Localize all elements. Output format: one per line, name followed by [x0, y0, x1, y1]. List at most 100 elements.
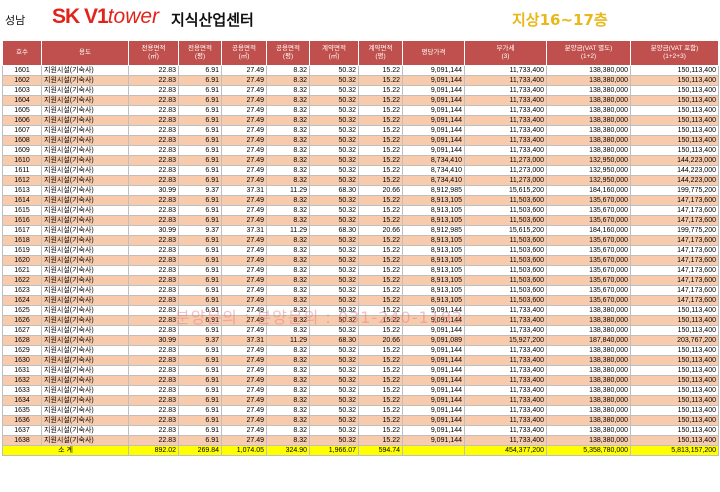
table-cell: 지원시설(기숙사)	[41, 195, 129, 206]
table-cell: 150,113,400	[630, 405, 719, 416]
table-cell: 22.83	[128, 415, 179, 426]
table-cell: 6.91	[178, 285, 222, 296]
table-cell: 8.32	[266, 355, 310, 366]
table-cell: 15.22	[358, 355, 403, 366]
table-cell: 지원시설(기숙사)	[41, 275, 129, 286]
table-cell: 27.49	[221, 405, 267, 416]
table-cell: 27.49	[221, 175, 267, 186]
table-cell: 50.32	[309, 345, 359, 356]
table-cell: 9,091,144	[402, 135, 465, 146]
table-cell: 9,091,144	[402, 385, 465, 396]
table-row: 1608 지원시설(기숙사) 22.83 6.91 27.49 8.32 50.32 15.2…	[2, 135, 719, 146]
table-total-row: 소 계 892.02 269.84 1,074.05 324.90 1,966.07 594…	[2, 445, 719, 456]
table-cell: 22.83	[128, 145, 179, 156]
total-cell: 324.90	[266, 445, 310, 456]
column-header-label: 계약면적	[368, 45, 393, 52]
column-header-label: 공용면적	[276, 45, 300, 52]
table-cell: 50.32	[309, 405, 359, 416]
column-header: 평당가격	[402, 40, 465, 66]
table-cell: 11,503,600	[464, 295, 547, 306]
table-cell: 27.49	[221, 265, 267, 276]
table-cell: 147,173,600	[630, 285, 719, 296]
table-cell: 8.32	[266, 85, 310, 96]
table-cell: 138,380,000	[546, 435, 631, 446]
column-header-unit: (평)	[375, 53, 386, 60]
table-cell: 11,503,600	[464, 215, 547, 226]
table-cell: 15.22	[358, 65, 403, 76]
table-cell: 27.49	[221, 435, 267, 446]
table-cell: 15.22	[358, 165, 403, 176]
table-cell: 9,091,144	[402, 75, 465, 86]
table-cell: 22.83	[128, 285, 179, 296]
table-cell: 8,913,105	[402, 255, 465, 266]
table-cell: 147,173,600	[630, 255, 719, 266]
table-cell: 22.83	[128, 405, 179, 416]
table-cell: 6.91	[178, 175, 222, 186]
table-cell: 지원시설(기숙사)	[41, 85, 129, 96]
table-cell: 11,733,400	[464, 135, 547, 146]
table-cell: 27.49	[221, 255, 267, 266]
table-cell: 68.30	[309, 185, 359, 196]
table-cell: 150,113,400	[630, 105, 719, 116]
column-header-unit: (1+2+3)	[663, 53, 686, 60]
table-cell: 15.22	[358, 435, 403, 446]
table-cell: 150,113,400	[630, 315, 719, 326]
table-cell: 11,503,600	[464, 255, 547, 266]
column-header-label: 공용면적	[232, 45, 256, 52]
table-row: 1631 지원시설(기숙사) 22.83 6.91 27.49 8.32 50.32 15.2…	[2, 365, 719, 376]
table-cell: 15.22	[358, 325, 403, 336]
table-cell: 138,380,000	[546, 75, 631, 86]
table-cell: 11,733,400	[464, 325, 547, 336]
table-cell: 27.49	[221, 295, 267, 306]
table-cell: 8,913,105	[402, 215, 465, 226]
table-cell: 27.49	[221, 75, 267, 86]
table-cell: 8.32	[266, 345, 310, 356]
table-cell: 30.99	[128, 225, 179, 236]
table-cell: 1606	[2, 115, 42, 126]
table-cell: 138,380,000	[546, 405, 631, 416]
table-cell: 27.49	[221, 385, 267, 396]
table-cell: 203,767,200	[630, 335, 719, 346]
table-cell: 6.91	[178, 85, 222, 96]
table-cell: 6.91	[178, 425, 222, 436]
table-cell: 50.32	[309, 395, 359, 406]
table-cell: 9,091,144	[402, 355, 465, 366]
table-cell: 1622	[2, 275, 42, 286]
floor-range-label: 지상16~17층	[512, 11, 608, 29]
table-cell: 27.49	[221, 85, 267, 96]
table-cell: 11,503,600	[464, 275, 547, 286]
table-cell: 1615	[2, 205, 42, 216]
table-cell: 11,733,400	[464, 85, 547, 96]
table-cell: 지원시설(기숙사)	[41, 285, 129, 296]
table-cell: 1602	[2, 75, 42, 86]
price-table: 호수 용도 전용면적 (㎡) 전용면적 (평) 공용면적 (㎡) 공용면적 (평) 계약면적 (㎡) 계…	[2, 40, 719, 456]
table-cell: 27.49	[221, 425, 267, 436]
table-cell: 22.83	[128, 195, 179, 206]
table-cell: 27.49	[221, 95, 267, 106]
table-row: 1620 지원시설(기숙사) 22.83 6.91 27.49 8.32 50.32 15.2…	[2, 255, 719, 266]
table-cell: 27.49	[221, 215, 267, 226]
table-cell: 1612	[2, 175, 42, 186]
column-header-unit: (㎡)	[328, 53, 340, 60]
table-cell: 6.91	[178, 135, 222, 146]
table-cell: 132,950,000	[546, 165, 631, 176]
table-cell: 11,733,400	[464, 345, 547, 356]
table-cell: 138,380,000	[546, 65, 631, 76]
table-cell: 1626	[2, 315, 42, 326]
table-cell: 138,380,000	[546, 395, 631, 406]
total-cell	[402, 445, 465, 456]
region-label: 성남	[5, 14, 26, 27]
table-row: 1614 지원시설(기숙사) 22.83 6.91 27.49 8.32 50.32 15.2…	[2, 195, 719, 206]
table-cell: 50.32	[309, 415, 359, 426]
column-header: 계약면적 (평)	[358, 40, 403, 66]
table-cell: 22.83	[128, 375, 179, 386]
table-cell: 50.32	[309, 75, 359, 86]
column-header-label: 부가세	[496, 45, 515, 52]
table-cell: 6.91	[178, 375, 222, 386]
table-cell: 27.49	[221, 115, 267, 126]
table-cell: 8.32	[266, 425, 310, 436]
table-cell: 6.91	[178, 245, 222, 256]
table-cell: 1627	[2, 325, 42, 336]
table-cell: 6.91	[178, 325, 222, 336]
table-cell: 147,173,600	[630, 195, 719, 206]
